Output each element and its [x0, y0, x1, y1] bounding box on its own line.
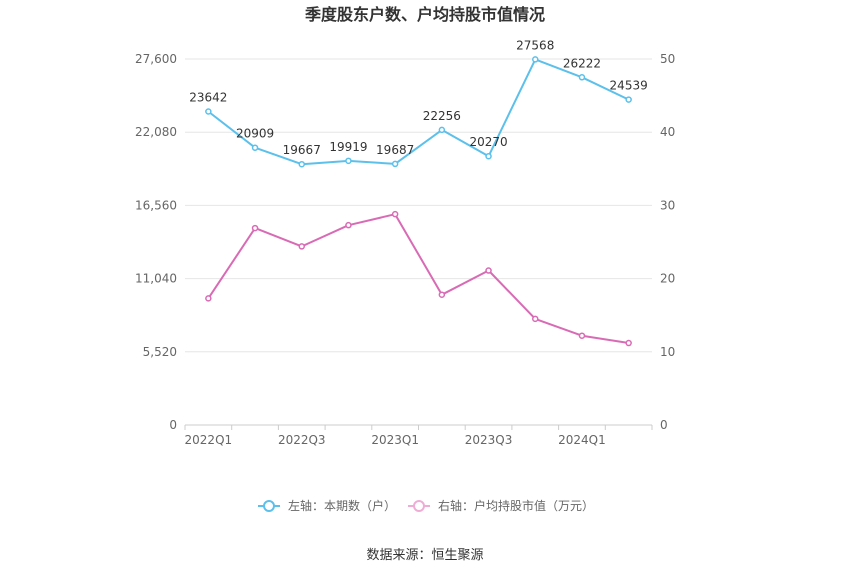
data-point [438, 126, 446, 134]
left-tick-label: 0 [169, 418, 177, 432]
legend-label: 右轴：户均持股市值（万元） [438, 498, 594, 513]
data-point [625, 96, 632, 103]
data-label: 23642 [189, 90, 227, 104]
series-line-2 [207, 213, 629, 344]
series-line-1 [207, 58, 630, 166]
left-tick-label: 22,080 [135, 125, 177, 139]
right-tick-label: 30 [660, 198, 675, 212]
data-point [485, 267, 492, 274]
data-point [532, 56, 539, 63]
data-label: 27568 [516, 38, 554, 52]
left-axis: 0 5,520 11,040 16,560 22,080 27,600 [135, 52, 177, 432]
legend-label: 左轴：本期数（户） [288, 498, 396, 513]
x-tick-label: 2022Q3 [278, 433, 326, 447]
legend[interactable]: 左轴：本期数（户） 右轴：户均持股市值（万元） [258, 498, 594, 513]
data-label: 19667 [283, 143, 321, 157]
x-tick-label: 2024Q1 [558, 433, 606, 447]
left-tick-label: 27,600 [135, 52, 177, 66]
data-point [578, 74, 586, 81]
x-tick-label: 2022Q1 [185, 433, 233, 447]
data-point [345, 157, 352, 165]
data-point [251, 144, 259, 151]
right-tick-label: 20 [660, 272, 675, 286]
x-tick-label: 2023Q1 [371, 433, 419, 447]
data-label: 19919 [329, 140, 367, 154]
right-tick-label: 10 [660, 345, 675, 359]
legend-marker [413, 500, 425, 512]
data-label: 20270 [469, 135, 507, 149]
data-label: 22256 [423, 109, 461, 123]
x-tick-label: 2023Q3 [465, 433, 513, 447]
series-layer: 23642 20909 19667 19919 19687 22256 20270 27568… [189, 38, 648, 347]
left-tick-label: 16,560 [135, 198, 177, 212]
data-label: 20909 [236, 127, 274, 141]
left-tick-label: 11,040 [135, 272, 177, 286]
data-point [485, 152, 492, 160]
right-tick-label: 50 [660, 52, 675, 66]
data-point [391, 160, 399, 168]
data-point [298, 160, 305, 168]
data-source: 数据来源：恒生聚源 [366, 548, 483, 563]
legend-item-2[interactable]: 右轴：户均持股市值（万元） [408, 498, 594, 513]
data-point [532, 315, 539, 323]
data-point [205, 108, 212, 115]
data-point [298, 243, 305, 250]
right-tick-label: 0 [660, 418, 668, 432]
data-point [625, 339, 632, 347]
data-label: 26222 [563, 56, 601, 70]
data-point [205, 295, 212, 302]
x-axis: 2022Q1 2022Q3 2023Q1 2023Q3 2024Q1 [184, 425, 653, 447]
data-point [391, 210, 399, 218]
right-tick-label: 40 [660, 125, 675, 139]
chart-title: 季度股东户数、户均持股市值情况 [304, 5, 545, 24]
left-tick-label: 5,520 [143, 345, 177, 359]
right-axis: 0 10 20 30 40 50 [660, 52, 675, 432]
data-label: 19687 [376, 143, 414, 157]
data-point [438, 291, 446, 298]
legend-marker [263, 500, 275, 512]
grid-lines [185, 58, 652, 426]
data-label: 24539 [610, 79, 648, 93]
data-point [251, 224, 259, 232]
data-point [578, 332, 586, 339]
data-point [345, 221, 352, 229]
legend-item-1[interactable]: 左轴：本期数（户） [258, 498, 396, 513]
